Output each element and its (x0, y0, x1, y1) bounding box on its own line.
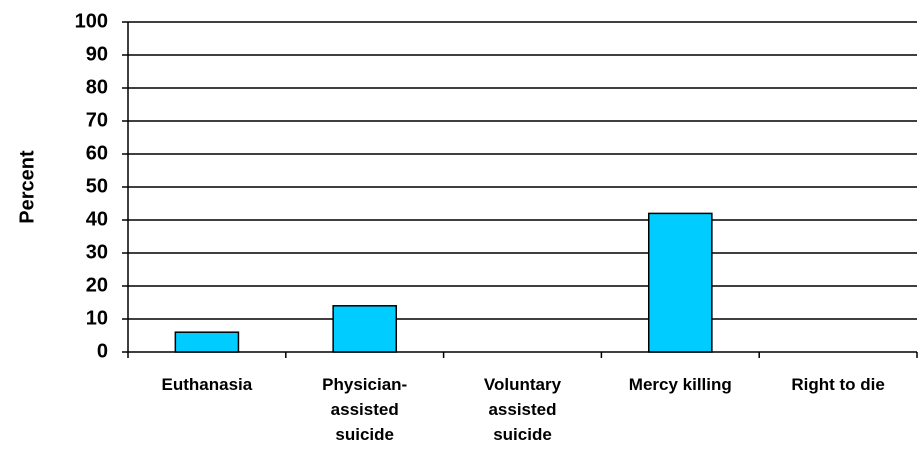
x-tick-label: Mercy killing (628, 375, 732, 394)
bar (647, 212, 713, 353)
y-axis-label: Percent (16, 150, 38, 224)
x-tick-label: Voluntary assisted suicide (483, 375, 562, 444)
y-tick-label: 30 (86, 241, 108, 263)
y-tick-label: 40 (86, 208, 108, 230)
y-tick-label: 70 (86, 109, 108, 131)
bar (332, 305, 398, 353)
y-tick-label: 50 (86, 175, 108, 197)
y-tick-label: 80 (86, 76, 108, 98)
y-tick-label: 60 (86, 142, 108, 164)
bar (174, 331, 240, 353)
y-tick-label: 90 (86, 43, 108, 65)
y-tick-label: 0 (97, 340, 108, 362)
x-tick-label: Physician-assisted suicide (322, 375, 408, 444)
y-tick-label: 100 (75, 10, 108, 32)
y-tick-label: 10 (86, 307, 108, 329)
x-tick-label: Right to die (791, 375, 885, 394)
x-tick-label: Euthanasia (161, 375, 253, 394)
y-tick-label: 20 (86, 274, 108, 296)
